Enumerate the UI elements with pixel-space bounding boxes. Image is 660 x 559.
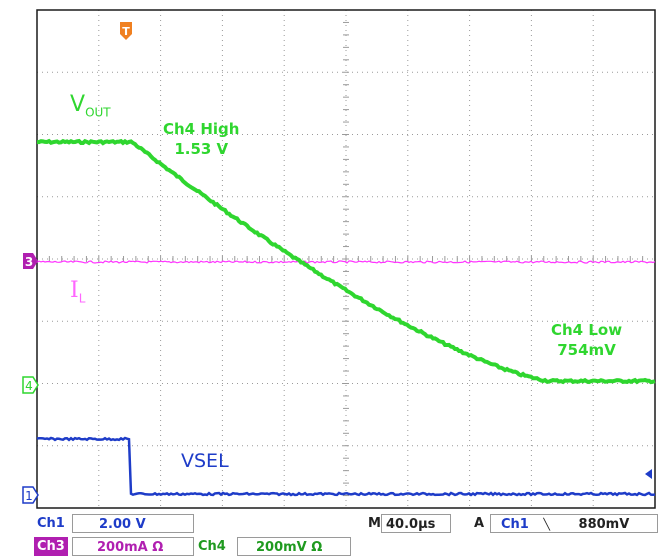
ch4-low-title: Ch4 Low: [551, 320, 622, 340]
ch4-low-value: 754mV: [551, 340, 622, 360]
ch4-high-title: Ch4 High: [163, 119, 239, 139]
trigger-slope-icon: ╲: [543, 515, 550, 534]
timebase-readout[interactable]: 40.0µs: [381, 514, 451, 533]
ch3-status-tag[interactable]: Ch3: [34, 537, 68, 556]
ch3-scale-value: 200mA Ω: [97, 540, 163, 555]
vsel-label: VSEL: [181, 450, 229, 472]
vsel-label-text: VSEL: [181, 450, 229, 472]
ch1-status-tag[interactable]: Ch1: [34, 514, 68, 533]
vout-label: VOUT: [70, 92, 111, 119]
timebase-value: 40.0µs: [386, 517, 435, 532]
ch3-tag-text: Ch3: [37, 539, 65, 554]
ch3-scale-readout[interactable]: 200mA Ω: [72, 537, 194, 556]
ch4-high-value: 1.53 V: [163, 139, 239, 159]
ch4-status-tag[interactable]: Ch4: [195, 537, 229, 556]
il-label-main: I: [70, 278, 79, 303]
ch4-low-annotation: Ch4 Low 754mV: [551, 320, 622, 360]
vout-label-sub: OUT: [85, 105, 111, 119]
trigger-letter: T: [122, 25, 130, 38]
ch4-high-annotation: Ch4 High 1.53 V: [163, 119, 239, 159]
ch1-marker-label: 1: [25, 489, 33, 503]
ch4-scale-value: 200mV Ω: [256, 540, 322, 555]
vout-label-main: V: [70, 92, 85, 117]
trigger-mode-label: A: [474, 514, 484, 533]
trigger-source: Ch1: [501, 517, 529, 532]
ch1-scale-readout[interactable]: 2.00 V: [72, 514, 194, 533]
il-label: IL: [70, 278, 85, 305]
ch4-marker-label: 4: [25, 379, 33, 393]
trigger-readout[interactable]: Ch1 ╲ 880mV: [490, 514, 658, 533]
ch3-marker-label: 3: [25, 255, 33, 269]
timebase-tag: M: [368, 514, 381, 533]
il-label-sub: L: [79, 291, 86, 305]
ch4-scale-readout[interactable]: 200mV Ω: [237, 537, 351, 556]
ch1-scale-value: 2.00 V: [99, 517, 146, 532]
trigger-level-value: 880mV: [579, 517, 630, 532]
